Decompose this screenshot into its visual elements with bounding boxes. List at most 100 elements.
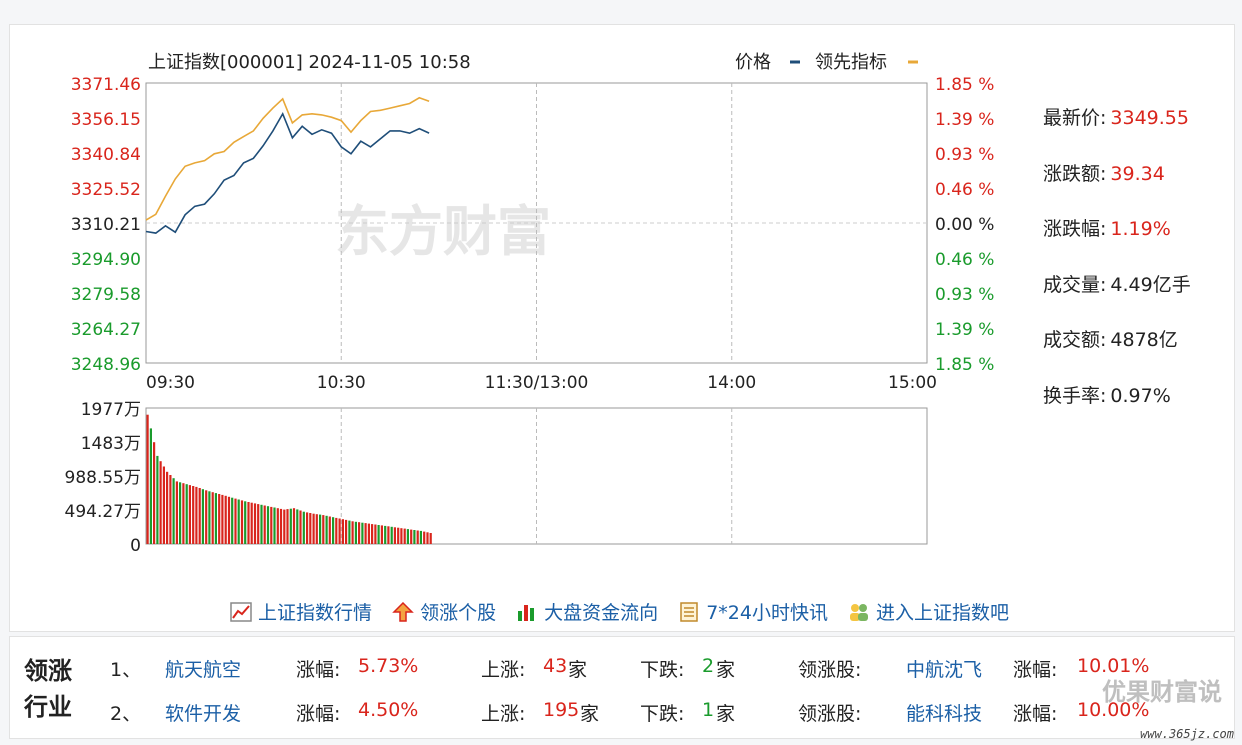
volume-bar <box>348 520 351 544</box>
y-tick-label-left: 3325.52 <box>71 180 141 200</box>
up-label: 上涨: <box>481 659 526 681</box>
volume-bar <box>354 521 357 544</box>
volume-tick-label: 988.55万 <box>65 468 141 488</box>
volume-bar <box>416 530 419 544</box>
leader-stock-link[interactable]: 中航沈飞 <box>906 659 983 681</box>
down-count: 2 <box>702 655 715 677</box>
volume-bar <box>185 484 188 544</box>
volume-bar <box>364 523 367 544</box>
up-count: 195 <box>543 699 580 721</box>
volume-bar <box>358 522 361 544</box>
volume-bar <box>361 522 364 544</box>
y-tick-label-right: 0.93 % <box>935 285 994 305</box>
volume-bar <box>306 512 309 544</box>
stat-label: 涨跌额: <box>1043 162 1107 185</box>
quick-links: 上证指数行情 领涨个股 大盘资金流向 7*24小时快讯 <box>230 598 1023 625</box>
change-label: 涨幅: <box>296 703 341 725</box>
link-index-quote[interactable]: 上证指数行情 <box>230 598 372 625</box>
volume-bar <box>406 529 409 544</box>
legend-price-label: 价格 <box>735 52 771 73</box>
volume-bar <box>244 501 247 544</box>
volume-bar <box>237 499 240 544</box>
industry-name-link[interactable]: 航天航空 <box>165 659 242 681</box>
volume-bar <box>341 519 344 544</box>
volume-bar <box>175 481 178 544</box>
volume-bar <box>266 506 270 544</box>
bar-chart-icon <box>518 605 535 621</box>
stat-turnover: 成交额: 4878亿 <box>1043 325 1191 381</box>
volume-bar <box>224 495 227 544</box>
stat-value: 0.97% <box>1110 384 1171 407</box>
stat-value: 3349.55 <box>1110 107 1189 129</box>
link-label: 领涨个股 <box>420 602 497 624</box>
leader-stock-link[interactable]: 能科科技 <box>906 703 983 725</box>
industry-name-link[interactable]: 软件开发 <box>165 703 242 725</box>
change-value: 5.73% <box>358 655 419 677</box>
news-icon <box>680 602 698 622</box>
volume-bar <box>250 502 253 544</box>
volume-bar <box>410 529 413 544</box>
y-tick-label-right: 1.39 % <box>935 320 994 340</box>
rank: 1、 <box>110 659 142 681</box>
down-count: 1 <box>702 699 715 721</box>
y-tick-label-left: 3356.15 <box>71 110 141 130</box>
up-arrow-icon <box>392 602 414 622</box>
volume-bar <box>367 523 370 544</box>
y-tick-label-right: 0.93 % <box>935 145 994 165</box>
y-tick-label-left: 3340.84 <box>71 145 141 165</box>
volume-bar <box>289 508 292 544</box>
stat-label: 最新价: <box>1043 107 1107 129</box>
volume-bar <box>315 514 318 544</box>
volume-bar <box>227 496 231 544</box>
stat-label: 成交额: <box>1043 329 1107 351</box>
volume-bar <box>312 513 315 544</box>
link-label: 上证指数行情 <box>258 602 373 624</box>
volume-bar <box>429 533 432 544</box>
leader-change-label: 涨幅: <box>1013 659 1058 681</box>
chart-panel: 上证指数[000001] 2024-11-05 10:58 价格 领先指标 东方… <box>9 24 1235 632</box>
y-tick-label-right: 0.46 % <box>935 250 994 270</box>
series-line <box>145 96 430 221</box>
x-tick-label: 09:30 <box>146 373 195 393</box>
y-tick-label-left: 3294.90 <box>71 250 141 270</box>
volume-bar <box>149 428 152 544</box>
x-tick-label: 11:30/13:00 <box>485 373 589 393</box>
volume-bar <box>201 489 204 544</box>
volume-bar <box>247 502 250 544</box>
y-tick-label-left: 3371.46 <box>71 75 141 95</box>
volume-bar <box>162 466 165 544</box>
down-label: 下跌: <box>640 659 685 681</box>
volume-tick-label: 494.27万 <box>65 502 141 522</box>
volume-bar <box>188 485 191 544</box>
volume-bar <box>338 518 341 544</box>
volume-bar <box>234 498 237 544</box>
leader-label: 领涨股: <box>798 659 862 681</box>
change-value: 4.50% <box>358 699 419 721</box>
link-label: 7*24小时快讯 <box>706 602 828 624</box>
volume-bar <box>260 504 263 544</box>
volume-bar <box>257 504 260 544</box>
volume-bar <box>231 497 234 544</box>
volume-bar <box>211 492 214 544</box>
volume-bar <box>374 524 377 544</box>
link-index-forum[interactable]: 进入上证指数吧 <box>848 598 1009 625</box>
volume-bar <box>182 483 185 544</box>
volume-bar <box>325 515 328 544</box>
unit: 家 <box>716 703 736 725</box>
volume-bar <box>397 527 400 544</box>
link-label: 大盘资金流向 <box>544 602 659 624</box>
volume-bar <box>146 414 149 544</box>
link-leading-stocks[interactable]: 领涨个股 <box>392 598 496 625</box>
stat-turnover-rate: 换手率: 0.97% <box>1043 381 1191 437</box>
stat-label: 涨跌幅: <box>1043 218 1107 240</box>
link-news-flash[interactable]: 7*24小时快讯 <box>678 598 828 625</box>
stat-latest-price: 最新价: 3349.55 <box>1043 103 1191 159</box>
y-tick-label-right: 0.46 % <box>935 180 994 200</box>
y-tick-label-left: 3248.96 <box>71 355 141 375</box>
link-fund-flow[interactable]: 大盘资金流向 <box>516 598 658 625</box>
x-tick-label: 10:30 <box>317 373 366 393</box>
leader-change-value: 10.01% <box>1077 655 1150 677</box>
volume-bar <box>153 442 156 544</box>
unit: 家 <box>716 659 736 681</box>
volume-bar <box>276 508 279 544</box>
